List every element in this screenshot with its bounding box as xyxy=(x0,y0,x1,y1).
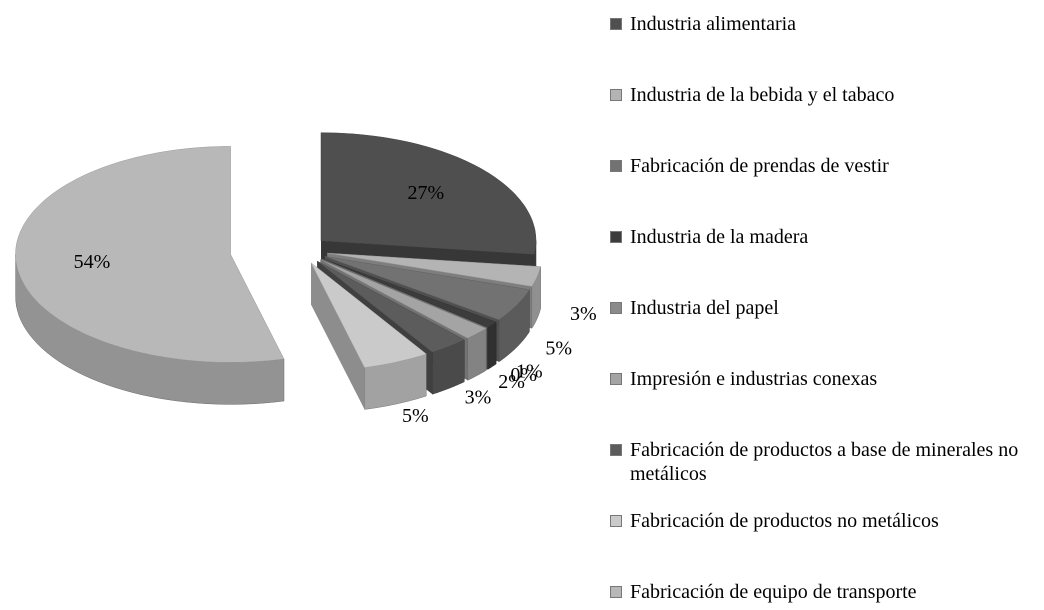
legend-label: Fabricación de equipo de transporte xyxy=(630,581,917,603)
legend-swatch xyxy=(610,302,622,314)
data-label: 5% xyxy=(402,405,429,427)
legend-label: Fabricación de productos a base de miner… xyxy=(630,439,1019,485)
slice xyxy=(320,132,537,255)
slice xyxy=(320,259,487,339)
slice-side xyxy=(487,321,497,370)
chart: 27%3%5%1%0%2%3%5%54% xyxy=(15,132,597,427)
legend-label: Industria alimentaria xyxy=(630,13,797,35)
legend-item: Impresión e industrias conexas xyxy=(610,367,1040,391)
legend-item: Industria de la madera xyxy=(610,225,1040,249)
slice xyxy=(321,258,488,329)
legend-swatch xyxy=(610,373,622,385)
data-label: 3% xyxy=(465,386,492,408)
slice xyxy=(317,260,465,353)
legend-item: Industria alimentaria xyxy=(610,12,1040,36)
legend-swatch xyxy=(610,160,622,172)
slice xyxy=(322,258,497,328)
legend-item: Industria del papel xyxy=(610,296,1040,320)
legend-item: Fabricación de productos no metálicos xyxy=(610,509,1040,533)
legend-label: Impresión e industrias conexas xyxy=(630,368,878,390)
slice-tops xyxy=(15,132,541,368)
slice-wall xyxy=(311,262,365,410)
slice xyxy=(15,146,285,363)
data-label: 3% xyxy=(570,303,597,325)
legend-item: Fabricación de productos a base de miner… xyxy=(610,438,1040,486)
data-labels: 27%3%5%1%0%2%3%5%54% xyxy=(74,182,597,427)
legend-item: Industria de la bebida y el tabaco xyxy=(610,83,1040,107)
legend-swatch xyxy=(610,515,622,527)
data-label: 0% xyxy=(510,364,537,386)
legend-swatch xyxy=(610,586,622,598)
legend-label: Fabricación de prendas de vestir xyxy=(630,155,889,177)
legend-swatch xyxy=(610,444,622,456)
legend-swatch xyxy=(610,18,622,30)
data-label: 27% xyxy=(407,182,444,204)
legend-label: Industria de la bebida y el tabaco xyxy=(630,84,895,106)
slice xyxy=(324,256,530,321)
legend-label: Fabricación de productos no metálicos xyxy=(630,510,939,532)
data-label: 2% xyxy=(498,371,525,393)
legend-swatch xyxy=(610,231,622,243)
slice xyxy=(327,252,541,287)
legend-item: Fabricación de prendas de vestir xyxy=(610,154,1040,178)
legend-label: Industria del papel xyxy=(630,297,779,319)
legend: Industria alimentaria Industria de la beb… xyxy=(610,0,1040,610)
data-label: 5% xyxy=(545,337,572,359)
data-label: 54% xyxy=(74,251,111,273)
data-label: 1% xyxy=(516,361,543,383)
slice xyxy=(310,262,427,368)
legend-item: Fabricación de equipo de transporte xyxy=(610,580,1040,604)
legend-swatch xyxy=(610,89,622,101)
legend-label: Industria de la madera xyxy=(630,226,809,248)
